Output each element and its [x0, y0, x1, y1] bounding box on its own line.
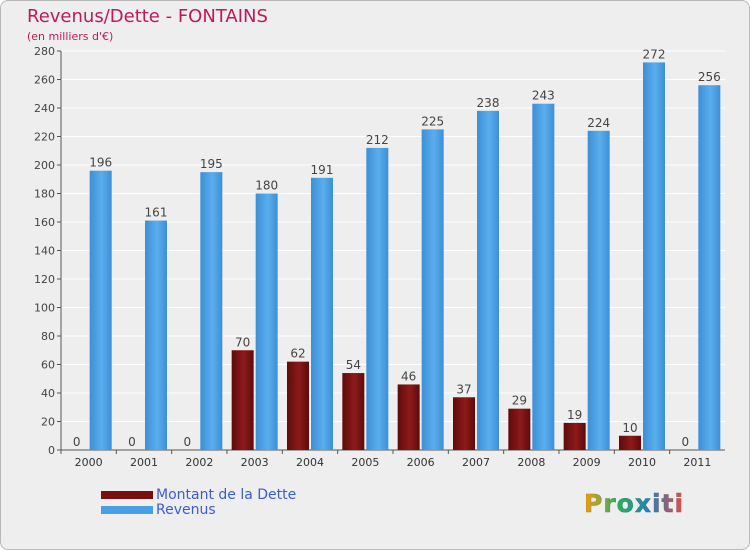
- data-label-revenus: 161: [145, 206, 168, 220]
- data-label-revenus: 196: [89, 156, 112, 170]
- data-label-dette: 29: [512, 394, 527, 408]
- y-tick-label: 120: [34, 273, 55, 286]
- data-label-dette: 0: [73, 435, 81, 449]
- y-tick-label: 140: [34, 245, 55, 258]
- data-label-revenus: 180: [255, 179, 278, 193]
- data-label-revenus: 238: [477, 96, 500, 110]
- data-label-revenus: 243: [532, 89, 555, 103]
- x-tick-label: 2005: [351, 456, 379, 469]
- data-label-revenus: 272: [643, 47, 666, 61]
- data-label-revenus: 225: [421, 114, 444, 128]
- bar-dette: [342, 373, 365, 450]
- y-tick-label: 160: [34, 216, 55, 229]
- bar-dette: [508, 408, 531, 450]
- logo-text: Proxiti: [584, 489, 685, 519]
- data-label-revenus: 224: [587, 116, 610, 130]
- y-tick-label: 240: [34, 102, 55, 115]
- x-tick-label: 2000: [75, 456, 103, 469]
- data-label-revenus: 256: [698, 70, 721, 84]
- data-label-dette: 70: [235, 335, 250, 349]
- y-tick-label: 100: [34, 302, 55, 315]
- y-tick-label: 0: [48, 444, 55, 457]
- bar-revenus: [532, 103, 555, 450]
- data-label-dette: 19: [567, 408, 582, 422]
- bar-revenus: [698, 85, 721, 450]
- y-tick-label: 220: [34, 131, 55, 144]
- y-tick-label: 60: [41, 359, 55, 372]
- x-tick-label: 2011: [683, 456, 711, 469]
- y-tick-label: 180: [34, 188, 55, 201]
- x-tick-label: 2008: [517, 456, 545, 469]
- data-label-revenus: 191: [311, 163, 334, 177]
- data-label-dette: 0: [682, 435, 690, 449]
- x-tick-label: 2004: [296, 456, 324, 469]
- chart-title: Revenus/Dette - FONTAINS: [27, 6, 268, 27]
- bar-revenus: [366, 147, 389, 450]
- legend-swatch-dette: [101, 491, 153, 499]
- bar-revenus: [587, 130, 610, 451]
- bar-revenus: [311, 177, 333, 450]
- bar-dette: [619, 435, 641, 450]
- bar-revenus: [643, 62, 665, 451]
- data-label-dette: 0: [128, 435, 136, 449]
- data-label-dette: 10: [622, 421, 637, 435]
- data-label-revenus: 212: [366, 133, 389, 147]
- data-label-dette: 54: [346, 358, 361, 372]
- y-tick-label: 40: [41, 387, 55, 400]
- bar-dette: [397, 384, 420, 450]
- bar-revenus: [89, 170, 112, 450]
- bar-dette: [563, 422, 586, 450]
- bar-revenus: [145, 220, 167, 450]
- bar-revenus: [421, 129, 444, 450]
- data-label-revenus: 195: [200, 157, 223, 171]
- chart-subtitle: (en milliers d'€): [27, 30, 114, 43]
- y-tick-label: 260: [34, 74, 55, 87]
- bar-dette: [287, 361, 309, 450]
- data-label-dette: 0: [184, 435, 192, 449]
- x-tick-label: 2003: [241, 456, 269, 469]
- data-label-dette: 37: [456, 382, 471, 396]
- y-tick-label: 80: [41, 330, 55, 343]
- data-label-dette: 62: [290, 347, 305, 361]
- x-tick-label: 2007: [462, 456, 490, 469]
- x-tick-label: 2009: [573, 456, 601, 469]
- legend-label-dette: Montant de la Dette: [156, 487, 297, 503]
- y-tick-label: 280: [34, 45, 55, 58]
- x-tick-label: 2010: [628, 456, 656, 469]
- legend-label-revenus: Revenus: [156, 502, 216, 518]
- proxiti-logo: Proxiti: [584, 489, 685, 519]
- x-tick-label: 2001: [130, 456, 158, 469]
- x-tick-label: 2002: [185, 456, 213, 469]
- bar-revenus: [477, 110, 499, 450]
- y-tick-label: 200: [34, 159, 55, 172]
- data-label-dette: 46: [401, 369, 416, 383]
- legend-swatch-revenus: [101, 506, 153, 514]
- x-tick-label: 2006: [407, 456, 435, 469]
- bar-revenus: [200, 172, 223, 450]
- bar-dette: [231, 350, 254, 450]
- bar-dette: [453, 397, 475, 450]
- y-tick-label: 20: [41, 416, 55, 429]
- bar-revenus: [255, 193, 278, 450]
